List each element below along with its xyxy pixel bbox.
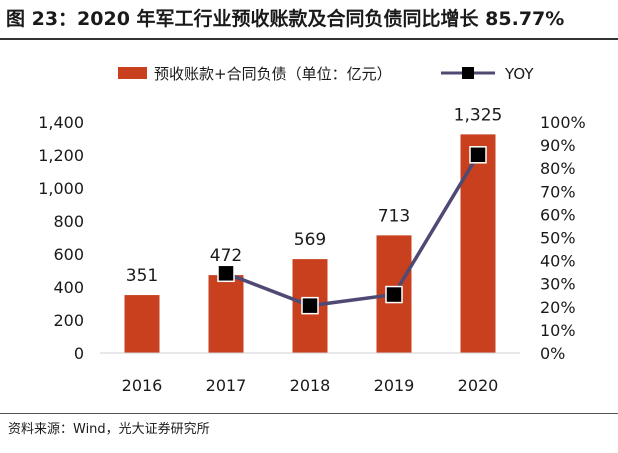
y-tick-label: 1,000 <box>38 179 84 198</box>
y2-tick-label: 30% <box>540 275 576 294</box>
bar <box>460 134 496 353</box>
legend-bar-label: 预收账款+合同负债（单位：亿元） <box>154 65 392 83</box>
right-axis-ticks: 0% 10% 20% 30% 40% 50% 60% 70% 80% 90% 100% <box>540 113 586 363</box>
y-tick-label: 1,200 <box>38 146 84 165</box>
y-tick-label: 1,400 <box>38 113 84 132</box>
yoy-point <box>469 146 487 164</box>
y2-tick-label: 60% <box>540 205 576 224</box>
bar-data-label: 351 <box>126 266 158 286</box>
bar-data-label: 713 <box>378 206 410 226</box>
yoy-line <box>225 153 480 308</box>
y2-tick-label: 20% <box>540 298 576 317</box>
y2-tick-label: 100% <box>540 113 586 132</box>
y-tick-label: 800 <box>53 212 84 231</box>
bar-data-labels: 351 472 569 713 1,325 <box>126 105 503 286</box>
left-axis-ticks: 0 200 400 600 800 1,000 1,200 1,400 <box>38 113 84 363</box>
y2-tick-label: 70% <box>540 182 576 201</box>
x-tick-label: 2019 <box>374 376 415 395</box>
y-tick-label: 200 <box>53 311 84 330</box>
legend-line-label: YOY <box>504 65 534 83</box>
yoy-line-series <box>217 146 487 315</box>
x-tick-label: 2017 <box>206 376 247 395</box>
source-rule <box>0 413 618 414</box>
bar-data-label: 1,325 <box>454 105 503 125</box>
bar-data-label: 569 <box>294 230 326 250</box>
y2-tick-label: 40% <box>540 252 576 271</box>
combo-chart: 预收账款+合同负债（单位：亿元） YOY 0 200 400 600 800 1,000 1,… <box>38 65 586 395</box>
y-tick-label: 400 <box>53 278 84 297</box>
y2-tick-label: 80% <box>540 159 576 178</box>
x-tick-label: 2016 <box>122 376 163 395</box>
yoy-point <box>217 264 235 283</box>
y2-tick-label: 10% <box>540 321 576 340</box>
bar <box>124 295 160 353</box>
yoy-point <box>385 285 403 304</box>
legend-line-marker <box>462 67 474 79</box>
y2-tick-label: 90% <box>540 136 576 155</box>
legend-bar-swatch <box>118 67 147 79</box>
yoy-point <box>301 296 319 315</box>
x-axis-ticks: 2016 2017 2018 2019 2020 <box>122 376 499 395</box>
figure-title: 图 23：2020 年军工行业预收账款及合同负债同比增长 85.77% <box>6 8 565 30</box>
y2-tick-label: 0% <box>540 344 565 363</box>
legend: 预收账款+合同负债（单位：亿元） YOY <box>118 65 534 83</box>
title-rule <box>0 38 618 40</box>
x-tick-label: 2018 <box>290 376 331 395</box>
y-tick-label: 0 <box>74 344 84 363</box>
y-tick-label: 600 <box>53 245 84 264</box>
bar-data-label: 472 <box>210 246 242 266</box>
bar <box>208 275 244 353</box>
y2-tick-label: 50% <box>540 229 576 248</box>
x-tick-label: 2020 <box>458 376 499 395</box>
source-note: 资料来源：Wind，光大证券研究所 <box>8 422 210 437</box>
